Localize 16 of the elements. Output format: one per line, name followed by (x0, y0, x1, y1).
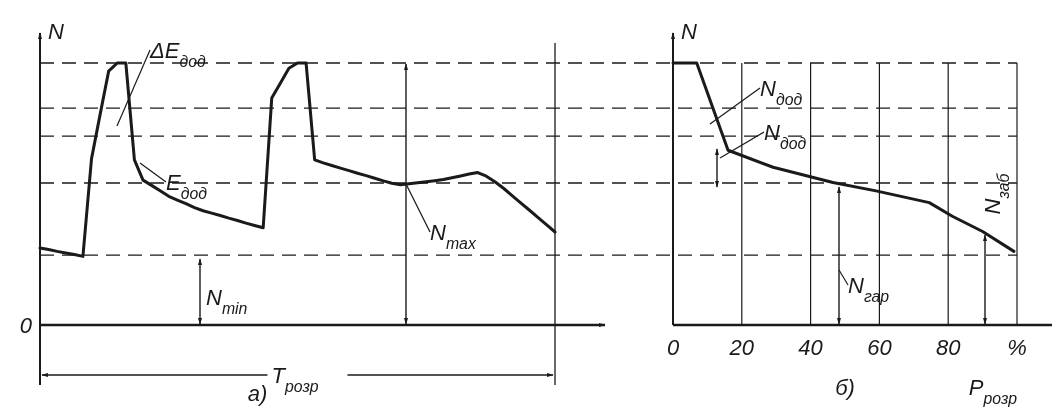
y-axis-title: N (48, 19, 64, 44)
annotation: N$_{max}$ (430, 220, 477, 252)
x-tick-label: 0 (666, 335, 680, 360)
annotation: N$_{дод}$ (760, 76, 803, 108)
annotation: N$_{min}$ (206, 285, 248, 317)
x-tick-label: 80 (935, 335, 962, 360)
x-tick-label: 40 (798, 335, 824, 360)
x-axis-title: T$_{розр}$ (271, 363, 319, 395)
y-axis-title: N (681, 19, 697, 44)
text: а) (247, 381, 268, 406)
text: 0 (19, 313, 33, 338)
x-tick-label: 20 (728, 335, 755, 360)
x-tick-label: 60 (867, 335, 893, 360)
x-tick-label: % (1007, 335, 1027, 360)
text: б) (835, 375, 855, 400)
x-axis-title: P$_{розр}$ (968, 375, 1018, 407)
